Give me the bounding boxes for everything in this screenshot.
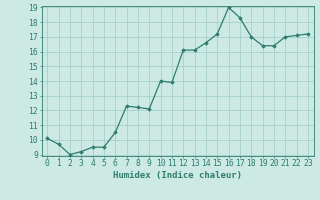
X-axis label: Humidex (Indice chaleur): Humidex (Indice chaleur)	[113, 171, 242, 180]
